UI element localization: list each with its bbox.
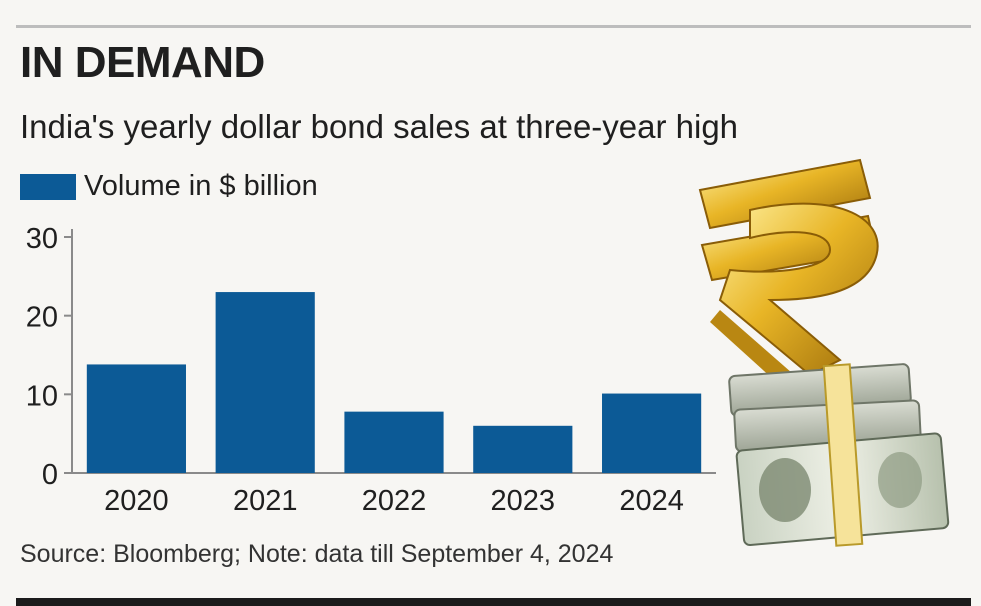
y-tick-label: 20	[26, 302, 58, 334]
bar-2022	[344, 411, 444, 473]
rupee-and-dollar-illustration	[698, 158, 950, 547]
rupee-symbol-icon	[698, 158, 879, 390]
legend-swatch	[20, 173, 76, 200]
dollar-bundle-icon	[728, 363, 950, 547]
bottom-rule	[16, 598, 971, 606]
y-tick-label: 10	[26, 380, 58, 412]
y-tick-label: 30	[26, 223, 58, 255]
source-note: Source: Bloomberg; Note: data till Septe…	[20, 540, 614, 568]
x-tick-label: 2020	[104, 485, 169, 517]
legend: Volume in $ billion	[20, 170, 318, 203]
bar-2023	[473, 425, 573, 473]
chart-subtitle: India's yearly dollar bond sales at thre…	[20, 108, 739, 145]
x-tick-label: 2022	[362, 485, 427, 517]
y-tick-label: 0	[42, 459, 58, 491]
x-tick-label: 2024	[619, 485, 684, 517]
x-tick-label: 2021	[233, 485, 298, 517]
x-tick-label: 2023	[491, 485, 556, 517]
legend-label: Volume in $ billion	[84, 170, 318, 202]
bar-2021	[215, 292, 315, 473]
bar-2024	[602, 393, 702, 473]
chart-title: IN DEMAND	[20, 38, 265, 87]
bar-2020	[86, 364, 186, 473]
top-rule	[16, 25, 971, 28]
